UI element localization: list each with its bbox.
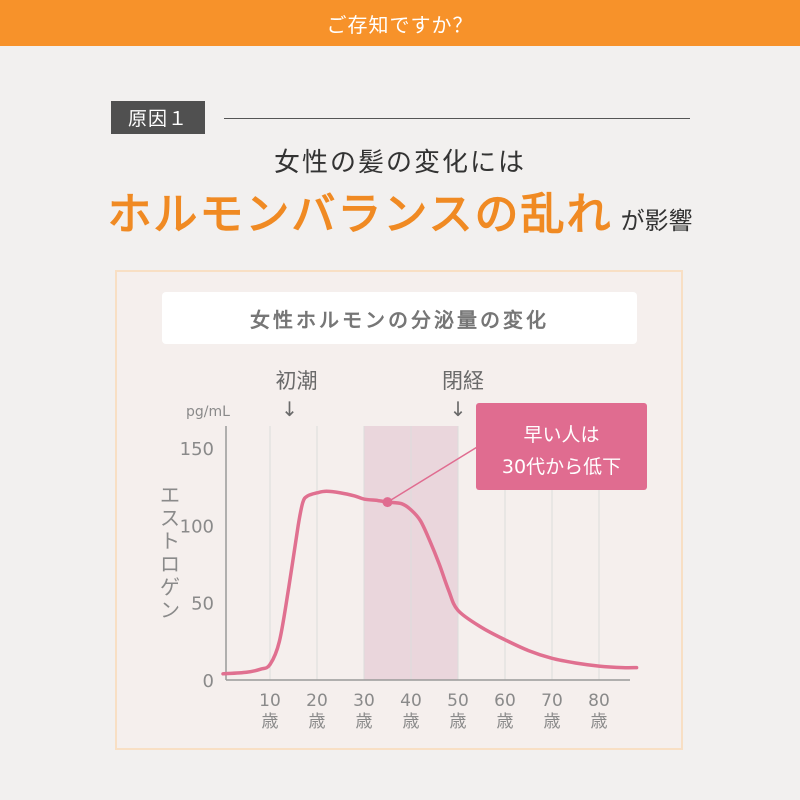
callout-line1: 早い人は	[523, 424, 599, 446]
top-banner: ご存知ですか？	[0, 0, 800, 46]
x-tick-label-40: 40	[400, 691, 422, 711]
banner-text: ご存知ですか？	[326, 12, 474, 37]
annotation-menopause: 閉経	[442, 369, 484, 393]
y-tick-label-50: 50	[191, 594, 214, 615]
annotation-arrow: ↓	[281, 397, 298, 421]
callout-line2: 30代から低下	[502, 456, 621, 478]
y-unit-label: pg/mL	[186, 404, 230, 420]
x-tick-unit-20: 歳	[309, 712, 326, 732]
x-tick-unit-10: 歳	[262, 712, 279, 732]
y-tick-label-150: 150	[180, 439, 214, 460]
x-tick-unit-30: 歳	[356, 712, 373, 732]
headline-suffix: が影響	[620, 207, 693, 235]
x-tick-label-20: 20	[306, 691, 328, 711]
y-axis-label-char: ロ	[160, 552, 180, 576]
annotation-menarche: 初潮	[276, 369, 318, 393]
chart-title-box: 女性ホルモンの分泌量の変化	[162, 292, 637, 344]
y-axis-label-char: ス	[160, 506, 180, 530]
chart-title: 女性ホルモンの分泌量の変化	[250, 307, 549, 332]
reason-tag-label: 原因１	[127, 108, 188, 130]
y-axis-label-char: ン	[160, 598, 180, 622]
annotation-arrow: ↓	[450, 397, 467, 421]
x-tick-label-60: 60	[494, 691, 516, 711]
reason-divider	[224, 118, 690, 119]
y-axis-label-char: ゲ	[160, 575, 180, 599]
headline-emphasis: ホルモンバランスの乱れ	[107, 189, 613, 240]
headline: ホルモンバランスの乱れ が影響	[0, 178, 800, 242]
x-tick-label-70: 70	[541, 691, 563, 711]
y-axis-label-char: エ	[160, 483, 180, 507]
x-tick-label-30: 30	[353, 691, 375, 711]
x-tick-unit-80: 歳	[591, 712, 608, 732]
callout-marker	[382, 497, 393, 508]
x-tick-label-10: 10	[259, 691, 281, 711]
x-tick-unit-60: 歳	[497, 712, 514, 732]
y-axis-label-char: ト	[160, 529, 180, 553]
y-tick-label-0: 0	[203, 671, 214, 692]
x-tick-label-50: 50	[447, 691, 469, 711]
x-tick-label-80: 80	[588, 691, 610, 711]
callout-leader-line	[387, 445, 479, 503]
x-tick-unit-70: 歳	[544, 712, 561, 732]
y-tick-label-100: 100	[180, 516, 214, 537]
x-tick-unit-50: 歳	[450, 712, 467, 732]
callout-box	[476, 403, 647, 490]
heading-line1: 女性の髪の変化には	[273, 148, 526, 178]
x-tick-unit-40: 歳	[403, 712, 420, 732]
reason-tag: 原因１	[111, 101, 205, 134]
